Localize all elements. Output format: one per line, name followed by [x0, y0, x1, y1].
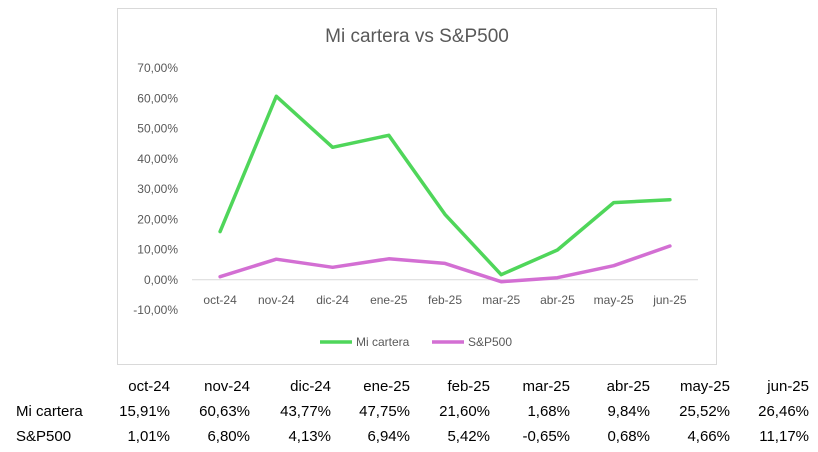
x-tick-label: nov-24: [258, 293, 295, 307]
x-tick-label: may-25: [594, 293, 634, 307]
table-header: feb-25: [447, 378, 490, 395]
table-cell: 1,68%: [527, 403, 570, 420]
table-header: oct-24: [128, 378, 170, 395]
table-cell: 26,46%: [758, 403, 809, 420]
x-tick-label: ene-25: [370, 293, 408, 307]
table-header: abr-25: [606, 378, 650, 395]
x-tick-label: mar-25: [482, 293, 520, 307]
x-tick-label: oct-24: [203, 293, 237, 307]
legend-label: S&P500: [468, 335, 512, 349]
table-row-label: S&P500: [16, 428, 72, 445]
legend-label: Mi cartera: [356, 335, 410, 349]
table-cell: 25,52%: [679, 403, 730, 420]
series-line-sp500: [218, 244, 672, 284]
table-cell: 6,80%: [207, 428, 250, 445]
table-cell: -0,65%: [522, 428, 570, 445]
table-cell: 21,60%: [439, 403, 490, 420]
chart-area: [117, 8, 717, 365]
line-chart: Mi cartera vs S&P500 -10,00% 0,00% 10,00% 20…: [133, 26, 698, 349]
table-header: jun-25: [767, 378, 809, 395]
y-tick-label: 50,00%: [137, 122, 178, 136]
table-cell: 11,17%: [759, 428, 809, 445]
y-tick-label: 30,00%: [137, 182, 178, 196]
table-header: nov-24: [204, 378, 250, 395]
table-cell: 43,77%: [280, 403, 331, 420]
table-header: ene-25: [363, 378, 410, 395]
y-tick-label: 20,00%: [137, 212, 178, 226]
table-cell: 4,66%: [687, 428, 730, 445]
table-header: dic-24: [290, 378, 331, 395]
table-cell: 9,84%: [607, 403, 650, 420]
y-tick-label: -10,00%: [133, 303, 178, 317]
y-tick-label: 70,00%: [137, 61, 178, 75]
table-cell: 5,42%: [447, 428, 490, 445]
table-cell: 15,91%: [119, 403, 170, 420]
x-tick-label: abr-25: [540, 293, 575, 307]
table-header: may-25: [679, 378, 730, 395]
series-line-mi-cartera: [218, 94, 672, 277]
table-row-label: Mi cartera: [16, 403, 83, 420]
table-cell: 0,68%: [607, 428, 650, 445]
table-cell: 4,13%: [288, 428, 331, 445]
x-tick-label: jun-25: [652, 293, 687, 307]
table-cell: 47,75%: [359, 403, 410, 420]
table-header: mar-25: [522, 378, 570, 395]
table-cell: 60,63%: [199, 403, 250, 420]
y-tick-label: 60,00%: [137, 91, 178, 105]
y-tick-label: 0,00%: [144, 273, 178, 287]
table-cell: 1,01%: [127, 428, 170, 445]
x-tick-label: feb-25: [428, 293, 462, 307]
x-tick-label: dic-24: [316, 293, 349, 307]
y-tick-label: 40,00%: [137, 152, 178, 166]
y-tick-label: 10,00%: [137, 243, 178, 257]
table-cell: 6,94%: [367, 428, 410, 445]
chart-title: Mi cartera vs S&P500: [325, 26, 509, 47]
data-table: oct-24 nov-24 dic-24 ene-25 feb-25 mar-25 abr-…: [0, 370, 818, 450]
